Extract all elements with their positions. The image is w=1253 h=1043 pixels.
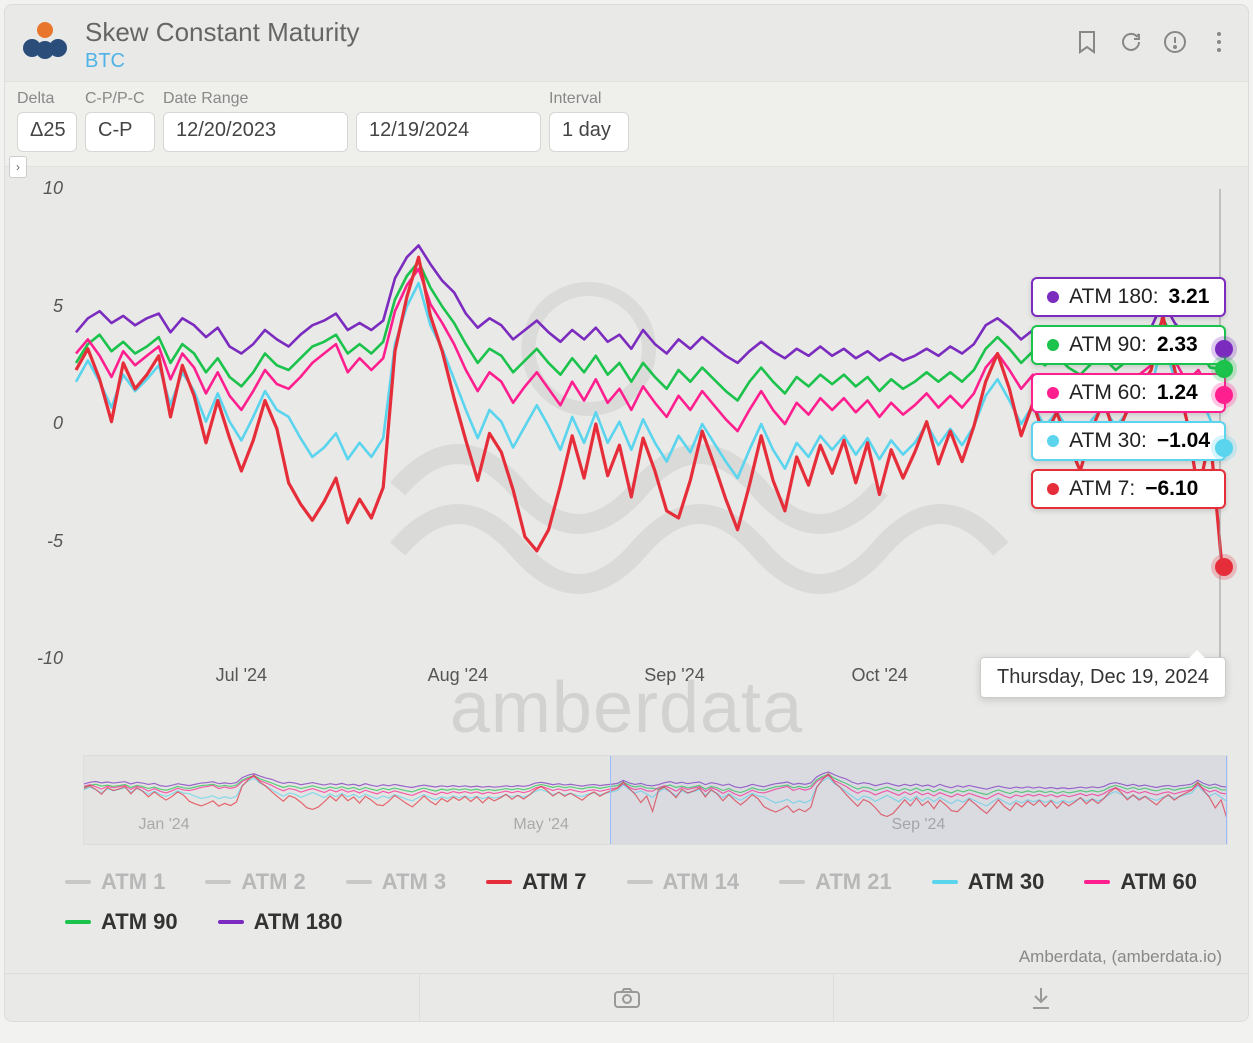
cp-label: C-P/P-C — [85, 90, 155, 108]
y-tick-label: 0 — [23, 413, 63, 434]
legend-item-atm90[interactable]: ATM 90 — [65, 909, 178, 935]
tooltip-atm90: ATM 90: 2.33 — [1031, 325, 1226, 365]
y-tick-label: -10 — [23, 648, 63, 669]
x-tick-label: Aug '24 — [428, 665, 489, 686]
legend-item-atm7[interactable]: ATM 7 — [486, 869, 586, 895]
amberdata-logo — [17, 17, 73, 63]
interval-label: Interval — [549, 90, 629, 108]
bookmark-icon[interactable] — [1074, 29, 1100, 55]
tooltip-atm60: ATM 60: 1.24 — [1031, 373, 1226, 413]
download-icon[interactable] — [834, 974, 1248, 1021]
watermark-text: amberdata — [450, 667, 803, 749]
x-tick-label: Sep '24 — [644, 665, 705, 686]
range-navigator[interactable]: Jan '24May '24Sep '24 — [83, 755, 1228, 845]
chart-panel: Skew Constant Maturity BTC Delta Δ25 C-P… — [4, 4, 1249, 1022]
date-tooltip: Thursday, Dec 19, 2024 — [980, 657, 1226, 698]
endpoint-atm30 — [1215, 439, 1233, 457]
y-tick-label: 10 — [23, 178, 63, 199]
endpoint-atm90 — [1215, 360, 1233, 378]
nav-tick: May '24 — [513, 816, 569, 842]
endpoint-atm7 — [1215, 558, 1233, 576]
footer-toolbar — [5, 973, 1248, 1021]
legend-item-atm14[interactable]: ATM 14 — [627, 869, 740, 895]
legend-item-atm180[interactable]: ATM 180 — [218, 909, 343, 935]
endpoint-atm60 — [1215, 386, 1233, 404]
tooltip-group: ATM 180: 3.21 ATM 90: 2.33 ATM 60: 1.24 ATM… — [1031, 277, 1226, 509]
date-from-input[interactable]: 12/20/2023 — [163, 112, 348, 152]
controls-row: Delta Δ25 C-P/P-C C-P Date Range 12/20/2… — [5, 81, 1248, 167]
x-tick-label: Jul '24 — [216, 665, 267, 686]
legend-item-atm3[interactable]: ATM 3 — [346, 869, 446, 895]
refresh-icon[interactable] — [1118, 29, 1144, 55]
legend-item-atm30[interactable]: ATM 30 — [932, 869, 1045, 895]
main-chart[interactable]: Jul '24Aug '24Sep '24Oct '24Nov '24 ATM … — [21, 179, 1232, 699]
legend: ATM 1 ATM 2 ATM 3 ATM 7 ATM 14 ATM 21 ATM 30 AT… — [5, 845, 1248, 943]
endpoint-atm180 — [1215, 340, 1233, 358]
panel-title: Skew Constant Maturity — [85, 17, 1074, 48]
cp-select[interactable]: C-P — [85, 112, 155, 152]
menu-dots-icon[interactable] — [1206, 29, 1232, 55]
expand-chevron-icon[interactable]: › — [9, 156, 27, 178]
date-to-input[interactable]: 12/19/2024 — [356, 112, 541, 152]
credit-text: Amberdata, (amberdata.io) — [5, 943, 1248, 973]
legend-item-atm21[interactable]: ATM 21 — [779, 869, 892, 895]
x-tick-label: Oct '24 — [851, 665, 907, 686]
panel-subtitle: BTC — [85, 50, 1074, 73]
y-tick-label: -5 — [23, 531, 63, 552]
y-tick-label: 5 — [23, 296, 63, 317]
info-icon[interactable] — [1162, 29, 1188, 55]
footer-left-cell[interactable] — [5, 974, 420, 1021]
interval-select[interactable]: 1 day — [549, 112, 629, 152]
legend-item-atm60[interactable]: ATM 60 — [1084, 869, 1197, 895]
camera-icon[interactable] — [420, 974, 835, 1021]
tooltip-atm30: ATM 30: −1.04 — [1031, 421, 1226, 461]
delta-label: Delta — [17, 90, 77, 108]
tooltip-atm7: ATM 7: −6.10 — [1031, 469, 1226, 509]
tooltip-atm180: ATM 180: 3.21 — [1031, 277, 1226, 317]
daterange-label: Date Range — [163, 90, 541, 108]
legend-item-atm1[interactable]: ATM 1 — [65, 869, 165, 895]
panel-header: Skew Constant Maturity BTC — [5, 5, 1248, 81]
nav-tick: Jan '24 — [138, 816, 189, 842]
legend-item-atm2[interactable]: ATM 2 — [205, 869, 305, 895]
delta-select[interactable]: Δ25 — [17, 112, 77, 152]
